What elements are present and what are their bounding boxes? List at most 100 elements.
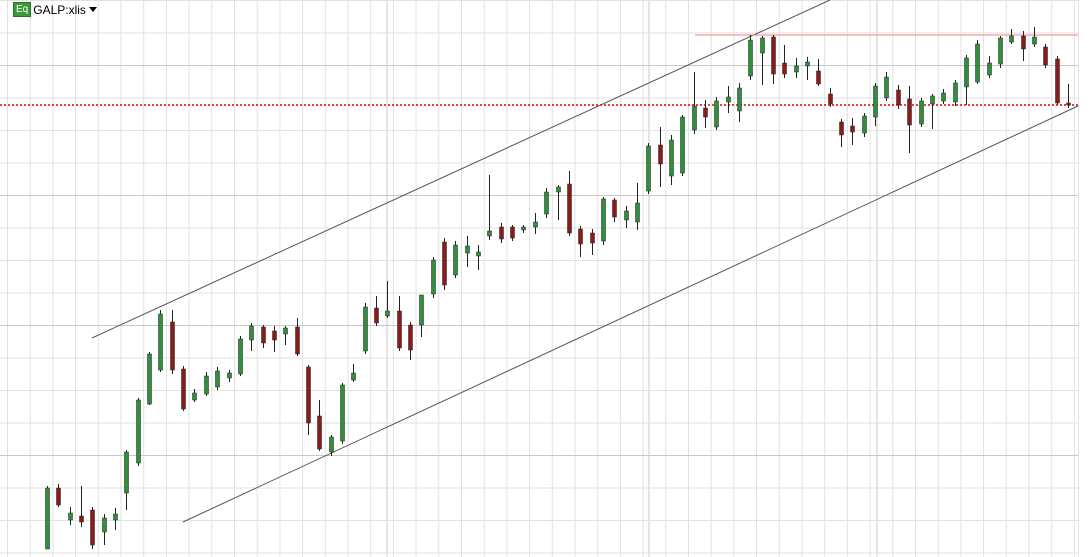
candles (45, 27, 1071, 550)
candle-body (170, 321, 175, 371)
candle-body (465, 245, 470, 254)
candle-body (953, 82, 958, 103)
candle-body (283, 327, 288, 335)
candle-body (533, 221, 538, 228)
candle-body (374, 307, 379, 324)
candle-body (930, 95, 935, 105)
candle-body (646, 145, 651, 192)
candle-body (340, 384, 345, 442)
candle-body (1021, 35, 1026, 50)
candle-body (794, 65, 799, 73)
lower-trend-line (182, 105, 1079, 523)
candle-body (862, 115, 867, 134)
symbol-header: Eq GALP:xlis (13, 2, 97, 17)
candle-body (987, 62, 992, 76)
candle-body (1009, 35, 1014, 43)
upper-trend-line (91, 0, 831, 339)
candle-body (805, 61, 810, 67)
candle-body (726, 96, 731, 103)
candle-body (748, 39, 753, 77)
candle-body (998, 37, 1003, 65)
candle-body (476, 251, 481, 257)
candle-body (261, 326, 266, 344)
candle-body (249, 325, 254, 341)
candle-body (215, 370, 220, 388)
candle-body (113, 513, 118, 521)
candle-body (102, 517, 107, 533)
candle-body (499, 226, 504, 240)
candle-body (272, 330, 277, 341)
candle-body (975, 43, 980, 83)
candle-body (147, 353, 152, 405)
candle-body (624, 210, 629, 221)
candle-body (760, 37, 765, 54)
candle-body (896, 89, 901, 106)
candle-body (306, 366, 311, 424)
candle-body (828, 93, 833, 105)
candle-body (714, 100, 719, 128)
candle-body (544, 191, 549, 215)
candle-body (453, 244, 458, 276)
candle-body (964, 57, 969, 88)
candle-body (79, 515, 84, 523)
candle-body (419, 294, 424, 326)
candle-body (669, 139, 674, 177)
candle-body (408, 324, 413, 351)
candle-body (363, 306, 368, 352)
candle-body (590, 232, 595, 244)
candle-body (771, 36, 776, 75)
candle-body (884, 76, 889, 99)
candle-body (919, 100, 924, 125)
candle-body (1043, 46, 1048, 66)
candle-body (385, 310, 390, 317)
candle-body (816, 70, 821, 85)
candle-body (850, 125, 855, 133)
instrument-badge: Eq (13, 2, 32, 17)
candle-body (635, 202, 640, 223)
candle-body (601, 198, 606, 242)
symbol-dropdown[interactable] (88, 7, 97, 12)
candle-body (487, 230, 492, 237)
candle-body (329, 436, 334, 453)
candle-body (442, 241, 447, 286)
candle-body (238, 338, 243, 375)
candle-body (839, 121, 844, 136)
candle-body (703, 107, 708, 118)
candle-body (136, 399, 141, 464)
candle-body (692, 105, 697, 131)
candle-body (612, 199, 617, 218)
candle-body (192, 392, 197, 401)
candle-body (907, 98, 912, 126)
candle-body (578, 228, 583, 245)
candle-body (567, 183, 572, 234)
candle-body (941, 92, 946, 102)
candle-body (397, 310, 402, 349)
candle-body (45, 487, 50, 550)
candle-body (556, 186, 561, 193)
candle-body (295, 326, 300, 355)
candle-body (227, 372, 232, 379)
candle-body (158, 313, 163, 371)
candle-body (1066, 102, 1071, 106)
candle-body (124, 451, 129, 494)
candle-body (737, 87, 742, 112)
candle-body (204, 375, 209, 395)
candle-body (90, 509, 95, 546)
symbol[interactable]: GALP:xlis (33, 2, 86, 17)
candle-body (317, 415, 322, 450)
candle-body (873, 85, 878, 118)
candle-body (181, 368, 186, 410)
candle-body (658, 144, 663, 165)
candle-body (510, 226, 515, 239)
candle-body (1032, 36, 1037, 45)
candle-body (1055, 58, 1060, 104)
candle-body (56, 487, 61, 506)
candle-body (68, 512, 73, 521)
candle-body (351, 372, 356, 381)
candle-body (521, 226, 526, 231)
candle-body (431, 259, 436, 295)
candle-body (680, 116, 685, 174)
